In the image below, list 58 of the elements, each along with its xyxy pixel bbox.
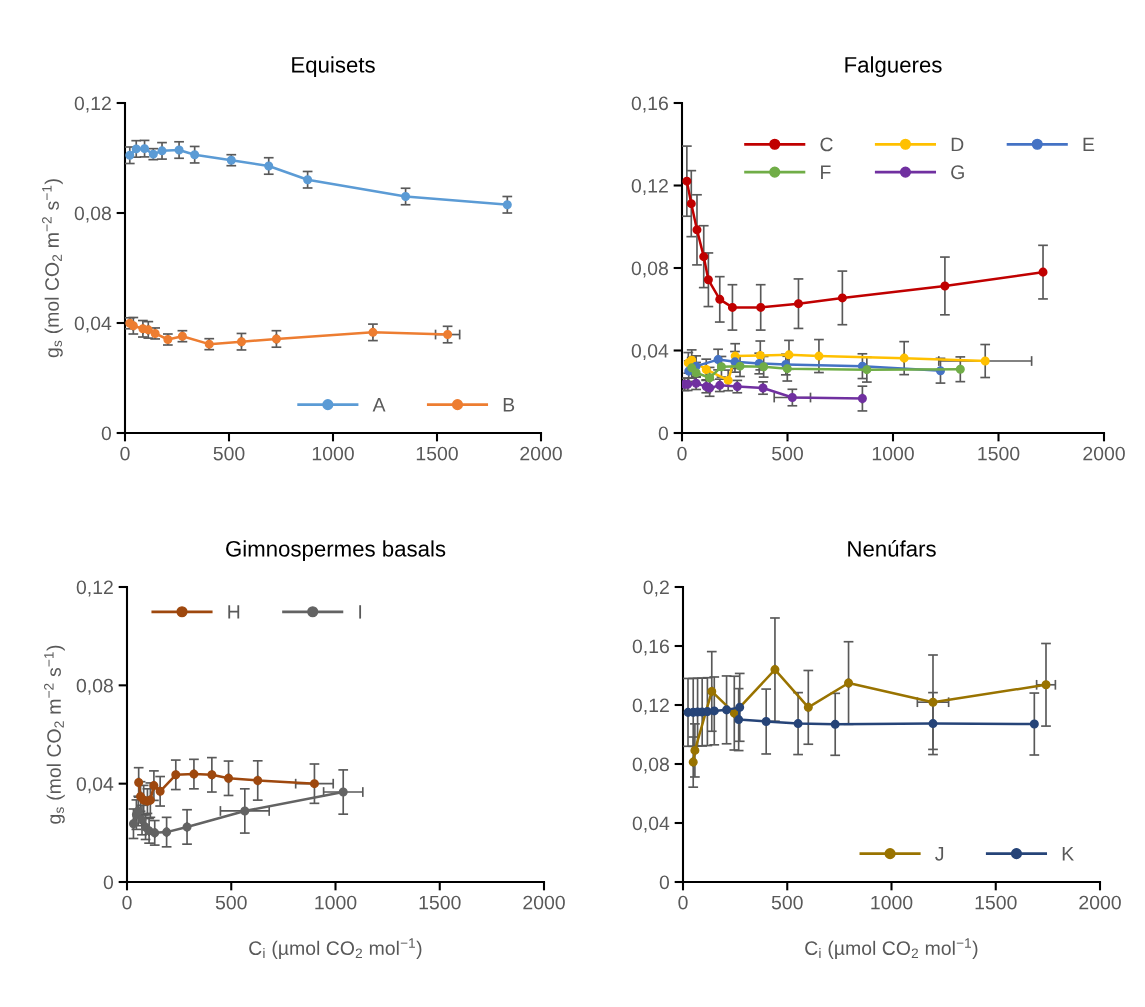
- y-tick-label: 0,04: [631, 343, 669, 361]
- y-tick-label: 0,12: [631, 178, 668, 196]
- legend-label: H: [228, 605, 240, 619]
- x-tick-label: 1000: [312, 446, 354, 461]
- x-tick-label: 500: [213, 446, 245, 461]
- x-tick-label: 1000: [872, 446, 914, 461]
- legend-label: I: [359, 605, 362, 619]
- x-tick-label: 2000: [1079, 895, 1121, 910]
- chart-title: Nenúfars: [848, 540, 936, 557]
- x-axis-title: C$_{i}$ (µmol CO$_{2}$ mol$^{−1}$): [249, 938, 422, 959]
- y-tick-label: 0: [659, 875, 670, 890]
- x-tick-label: 1000: [315, 895, 357, 910]
- legend-label: E: [1083, 137, 1095, 152]
- x-tick-label: 500: [771, 895, 803, 910]
- x-tick-label: 0: [120, 446, 130, 461]
- y-tick-label: 0: [658, 426, 669, 441]
- y-tick-label: 0,2: [643, 580, 669, 597]
- y-tick-label: 0: [101, 426, 112, 441]
- chart-title: Equisets: [292, 56, 375, 78]
- y-tick-label: 0,08: [76, 678, 113, 695]
- y-tick-label: 0,04: [74, 316, 112, 333]
- chart-title: Gimnospermes basals: [226, 540, 446, 562]
- x-tick-label: 0: [122, 895, 132, 910]
- y-tick-label: 0,16: [632, 639, 669, 656]
- y-tick-label: 0,04: [632, 816, 670, 833]
- x-tick-label: 0: [677, 446, 687, 461]
- x-tick-label: 1000: [871, 895, 913, 910]
- y-tick-label: 0,12: [74, 96, 111, 113]
- legend-label: A: [372, 398, 386, 412]
- x-tick-label: 2000: [523, 895, 565, 910]
- x-tick-label: 2000: [520, 446, 562, 461]
- legend-label: C: [820, 137, 833, 152]
- x-tick-label: 0: [678, 895, 688, 910]
- legend-label: G: [951, 165, 964, 180]
- x-tick-label: 1500: [419, 895, 461, 910]
- x-tick-label: 2000: [1083, 446, 1125, 461]
- y-tick-label: 0,08: [74, 206, 111, 223]
- chart-title: Falgueres: [845, 56, 942, 78]
- legend-label: F: [821, 165, 831, 179]
- y-tick-label: 0,12: [76, 580, 113, 597]
- legend-label: D: [951, 137, 964, 152]
- x-tick-label: 1500: [975, 895, 1017, 910]
- x-tick-label: 500: [772, 446, 803, 461]
- y-tick-label: 0,04: [76, 777, 114, 794]
- y-tick-label: 0,08: [631, 261, 668, 278]
- y-tick-label: 0,12: [632, 698, 669, 715]
- x-tick-label: 1500: [978, 446, 1020, 461]
- legend-label: B: [503, 398, 515, 412]
- legend-label: K: [1062, 847, 1074, 861]
- x-tick-label: 1500: [416, 446, 458, 461]
- x-tick-label: 500: [215, 895, 247, 910]
- text: g$_{s}$ (mol CO$_{2}$ m$^{−2}$ s$^{−1}$): [42, 179, 63, 358]
- legend-label: J: [935, 847, 944, 861]
- y-tick-label: 0,08: [632, 757, 669, 774]
- y-tick-label: 0,16: [631, 96, 668, 113]
- text: g$_{s}$ (mol CO$_{2}$ m$^{−2}$ s$^{−1}$): [44, 645, 65, 824]
- y-tick-label: 0: [103, 875, 114, 890]
- x-axis-title: C$_{i}$ (µmol CO$_{2}$ mol$^{−1}$): [805, 938, 978, 959]
